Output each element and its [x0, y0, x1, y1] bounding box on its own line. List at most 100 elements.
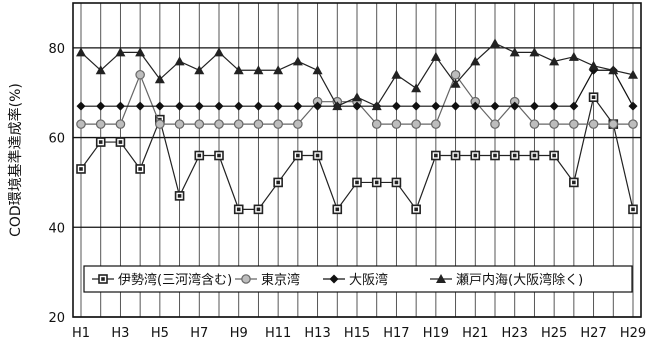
- x-tick-label: H7: [190, 326, 208, 341]
- x-tick-label: H9: [230, 326, 248, 341]
- data-point: [95, 65, 106, 75]
- legend-marker: [436, 274, 446, 283]
- x-tick-label: H3: [111, 326, 129, 341]
- data-point: [608, 119, 619, 129]
- x-tick-label: H27: [580, 326, 606, 341]
- data-point: [273, 65, 284, 75]
- data-point: [155, 119, 165, 129]
- y-tick-label: 60: [48, 132, 65, 147]
- data-point: [470, 101, 480, 111]
- data-point: [115, 119, 126, 129]
- data-point: [313, 101, 323, 111]
- data-point: [411, 101, 421, 111]
- data-point: [312, 65, 323, 75]
- data-point: [628, 119, 638, 129]
- data-point-core: [256, 207, 261, 212]
- data-point-core: [493, 153, 497, 158]
- x-tick-label: H17: [383, 326, 409, 341]
- data-point: [628, 69, 638, 79]
- data-point: [431, 119, 441, 129]
- data-point: [115, 47, 126, 57]
- data-point: [588, 60, 599, 70]
- data-point: [234, 101, 244, 111]
- data-point: [292, 56, 303, 66]
- legend-marker: [329, 274, 339, 284]
- data-point: [135, 47, 146, 57]
- series-1: [76, 92, 638, 215]
- data-point: [352, 101, 362, 111]
- y-tick-label: 80: [48, 42, 65, 57]
- y-axis-label: COD環境基準達成率(%): [7, 83, 24, 237]
- data-point: [194, 65, 205, 75]
- data-point: [588, 119, 599, 129]
- data-point: [509, 47, 520, 57]
- data-point-core: [394, 180, 399, 185]
- series-4: [76, 38, 638, 111]
- data-point-core: [315, 153, 320, 158]
- data-point: [352, 92, 362, 102]
- data-point-core: [355, 180, 359, 185]
- data-point: [115, 101, 125, 111]
- data-point-core: [414, 207, 418, 212]
- y-tick-labels: 20 40 60 80: [48, 42, 65, 326]
- data-point: [214, 101, 224, 111]
- data-point: [529, 47, 540, 57]
- data-point-core: [138, 167, 142, 171]
- x-tick-label: H11: [265, 326, 291, 341]
- data-point: [529, 119, 540, 129]
- data-point: [391, 69, 402, 79]
- data-point: [233, 65, 244, 75]
- data-point: [253, 65, 264, 75]
- data-point: [76, 101, 86, 111]
- data-point: [490, 119, 500, 129]
- data-point: [510, 101, 520, 111]
- data-point-core: [236, 207, 241, 212]
- data-point-core: [217, 153, 221, 158]
- data-point: [135, 101, 145, 111]
- x-tick-label: H21: [462, 326, 488, 341]
- data-point: [135, 69, 145, 80]
- x-tick-label: H25: [541, 326, 567, 341]
- data-point: [214, 119, 224, 129]
- data-point-core: [591, 95, 596, 99]
- data-point: [253, 101, 263, 111]
- data-point: [391, 119, 402, 129]
- data-point-core: [374, 180, 379, 185]
- data-point: [194, 101, 204, 111]
- data-point: [273, 119, 283, 129]
- data-point-core: [177, 194, 182, 198]
- data-point-core: [79, 167, 83, 171]
- data-point: [628, 101, 638, 111]
- data-point-core: [453, 153, 458, 158]
- data-point: [371, 119, 382, 129]
- data-point: [175, 101, 185, 111]
- data-point: [569, 101, 579, 111]
- data-point: [470, 56, 481, 66]
- data-point-core: [434, 153, 438, 158]
- data-point: [451, 101, 461, 111]
- data-point: [214, 47, 224, 57]
- data-point: [174, 56, 185, 66]
- data-point: [549, 101, 559, 111]
- data-point: [371, 101, 382, 111]
- data-point: [233, 119, 244, 129]
- legend-label: 瀬戸内海(大阪湾除く): [456, 272, 583, 288]
- data-point: [450, 69, 461, 80]
- legend: 伊勢湾(三河湾含む) 東京湾 大阪湾 瀬戸内海(大阪湾除く): [83, 265, 633, 293]
- data-point-core: [118, 140, 123, 144]
- data-point: [76, 119, 86, 129]
- data-point: [430, 51, 441, 61]
- data-point-core: [98, 140, 103, 144]
- data-point: [96, 101, 106, 111]
- data-point: [490, 38, 500, 48]
- data-point-core: [512, 153, 517, 158]
- data-point: [76, 47, 86, 57]
- data-point: [549, 119, 559, 129]
- data-point: [174, 119, 185, 129]
- data-point: [411, 119, 421, 129]
- x-tick-label: H23: [502, 326, 528, 341]
- data-point: [411, 83, 422, 93]
- data-point: [293, 101, 303, 111]
